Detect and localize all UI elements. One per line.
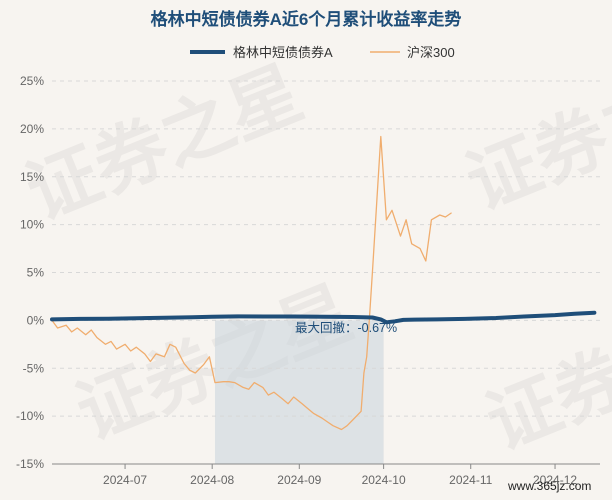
watermark-text-4: 证券之星: [476, 283, 612, 465]
series-line-index: [51, 135, 452, 431]
footer-site: www.365jz.com: [507, 479, 591, 493]
y-tick-label: 0%: [27, 313, 45, 327]
legend-label-index: 沪深300: [407, 45, 455, 60]
y-tick-label: 25%: [20, 74, 44, 88]
y-tick-label: 10%: [20, 218, 44, 232]
axis-layer: 25% 20% 15% 10% 5% 0% -5% -10% -15% 2024-07 2024-0…: [16, 74, 600, 487]
series-layer: [50, 135, 597, 431]
y-tick-label: 15%: [20, 170, 44, 184]
x-tick-label: 2024-11: [449, 473, 492, 487]
legend-label-fund: 格林中短债债券A: [233, 45, 333, 60]
legend: 格林中短债债券A 沪深300: [190, 45, 455, 60]
chart-title: 格林中短债债券A近6个月累计收益率走势: [151, 9, 462, 29]
y-tick-label: 5%: [27, 266, 45, 280]
x-tick-label: 2024-10: [362, 473, 406, 487]
x-tick-label: 2024-12: [533, 473, 577, 487]
series-line-fund: [50, 310, 597, 325]
y-tick-label: -5%: [23, 361, 45, 375]
watermark-text-3: 证券之星: [456, 43, 612, 225]
y-tick-label: 20%: [20, 122, 44, 136]
x-tick-label: 2024-08: [190, 473, 234, 487]
drawdown-shade-layer: [214, 320, 384, 464]
x-tick-label: 2024-07: [103, 473, 147, 487]
watermark-text-1: 证券之星: [16, 53, 313, 235]
y-tick-label: -15%: [16, 457, 44, 471]
y-tick-label: -10%: [16, 409, 44, 423]
x-tick-label: 2024-09: [277, 473, 321, 487]
max-drawdown-label: 最大回撤：-0.67%: [295, 320, 397, 335]
drawdown-shade: [214, 320, 384, 464]
